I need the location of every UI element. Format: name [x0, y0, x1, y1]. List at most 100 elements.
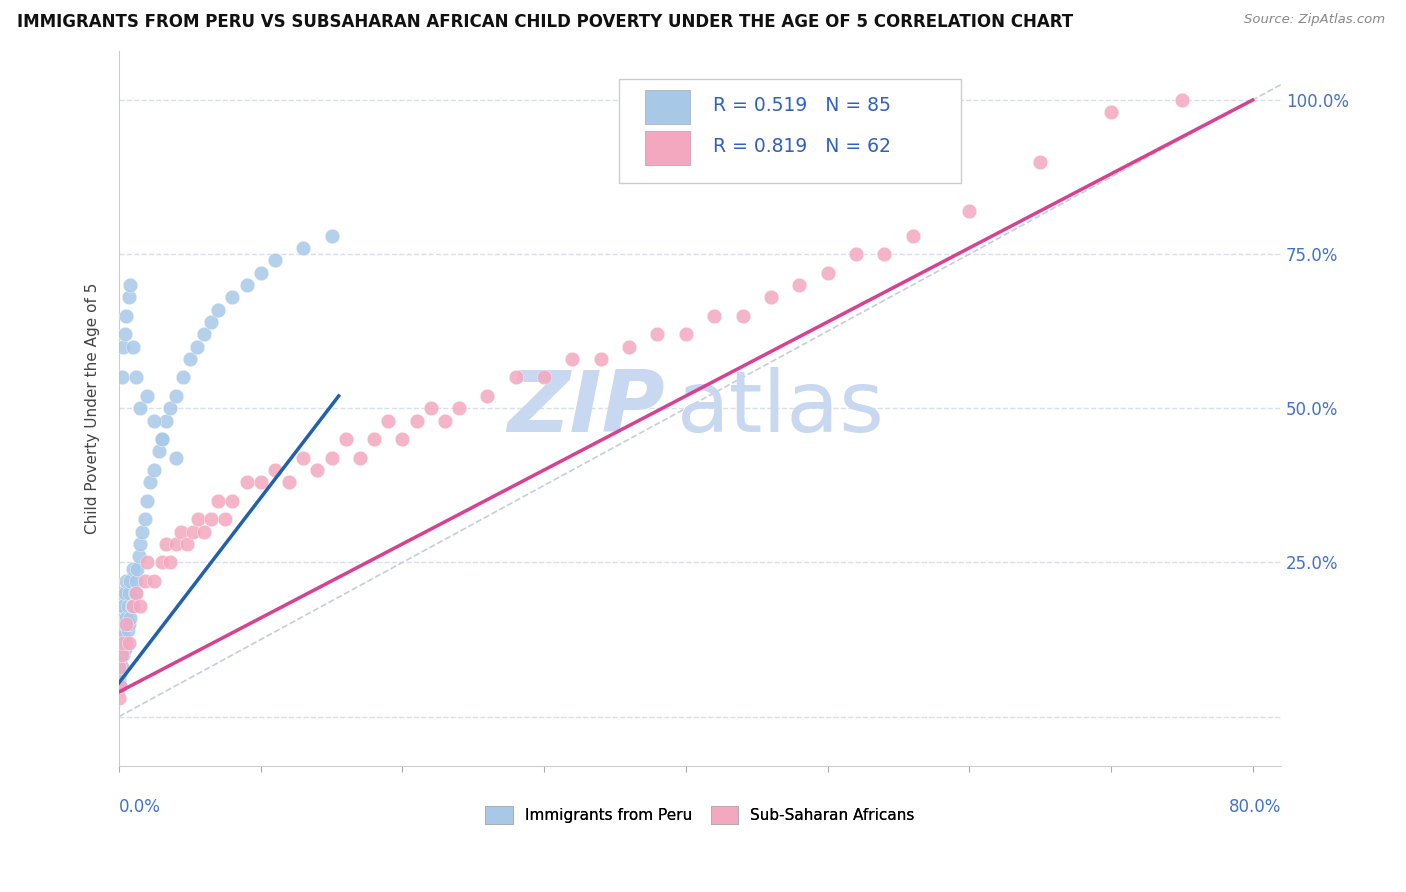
Point [292, 241, 315, 255]
Point [377, 414, 399, 428]
Point [108, 611, 131, 625]
Point [108, 599, 131, 613]
Text: IMMIGRANTS FROM PERU VS SUBSAHARAN AFRICAN CHILD POVERTY UNDER THE AGE OF 5 CORR: IMMIGRANTS FROM PERU VS SUBSAHARAN AFRIC… [17, 13, 1073, 31]
Point [110, 641, 132, 656]
Point [108, 673, 131, 687]
Point [214, 512, 236, 526]
Point [125, 586, 148, 600]
Point [207, 493, 229, 508]
Point [249, 475, 271, 490]
Point [118, 290, 141, 304]
Point [108, 605, 131, 619]
Point [449, 401, 471, 416]
Point [122, 561, 145, 575]
Point [148, 444, 170, 458]
Point [111, 648, 134, 662]
Point [193, 524, 215, 539]
Point [120, 611, 142, 625]
Point [817, 266, 839, 280]
Point [111, 635, 134, 649]
Text: Source: ZipAtlas.com: Source: ZipAtlas.com [1244, 13, 1385, 27]
Point [1171, 93, 1194, 107]
Text: ZIP: ZIP [508, 367, 665, 450]
Point [108, 629, 131, 643]
Point [433, 414, 456, 428]
Point [249, 266, 271, 280]
Point [589, 351, 612, 366]
Y-axis label: Child Poverty Under the Age of 5: Child Poverty Under the Age of 5 [86, 283, 100, 534]
Point [122, 599, 145, 613]
Point [307, 463, 329, 477]
Point [873, 247, 896, 261]
Point [108, 679, 131, 693]
Point [165, 450, 187, 465]
Point [122, 599, 145, 613]
Point [108, 648, 131, 662]
Point [207, 302, 229, 317]
Point [159, 556, 181, 570]
Point [112, 340, 135, 354]
Point [187, 512, 209, 526]
Point [235, 277, 257, 292]
Point [129, 537, 152, 551]
Point [136, 389, 159, 403]
FancyBboxPatch shape [619, 79, 962, 183]
Bar [645, 131, 689, 165]
Point [703, 309, 725, 323]
Point [108, 666, 131, 681]
Text: R = 0.519   N = 85: R = 0.519 N = 85 [713, 95, 890, 115]
Point [108, 641, 131, 656]
Point [731, 309, 754, 323]
Point [115, 635, 138, 649]
Point [155, 414, 177, 428]
Point [134, 574, 156, 588]
Point [110, 679, 132, 693]
Point [125, 370, 148, 384]
Point [134, 512, 156, 526]
Point [787, 277, 810, 292]
Point [110, 654, 132, 668]
Point [111, 586, 134, 600]
Point [405, 414, 427, 428]
Point [159, 401, 181, 416]
Point [170, 524, 193, 539]
Point [114, 586, 136, 600]
Point [533, 370, 555, 384]
Point [150, 432, 173, 446]
Point [335, 432, 357, 446]
Point [165, 389, 187, 403]
Point [193, 327, 215, 342]
Point [155, 537, 177, 551]
Point [124, 586, 146, 600]
Point [845, 247, 868, 261]
Point [117, 599, 139, 613]
Point [115, 309, 138, 323]
Point [292, 450, 315, 465]
Point [108, 592, 131, 607]
Point [957, 204, 980, 219]
Point [165, 537, 187, 551]
Point [120, 574, 142, 588]
Point [112, 648, 135, 662]
Point [150, 432, 173, 446]
Point [111, 660, 134, 674]
Point [118, 635, 141, 649]
Point [264, 253, 287, 268]
Point [110, 599, 132, 613]
Point [122, 340, 145, 354]
Point [111, 648, 134, 662]
Text: 80.0%: 80.0% [1229, 798, 1281, 816]
Point [136, 556, 159, 570]
Point [112, 629, 135, 643]
Point [363, 432, 385, 446]
Point [1029, 154, 1052, 169]
Point [108, 660, 131, 674]
Point [110, 617, 132, 632]
Point [112, 635, 135, 649]
Point [136, 493, 159, 508]
Point [264, 463, 287, 477]
Point [110, 679, 132, 693]
Point [117, 624, 139, 638]
Point [477, 389, 499, 403]
Point [181, 524, 204, 539]
